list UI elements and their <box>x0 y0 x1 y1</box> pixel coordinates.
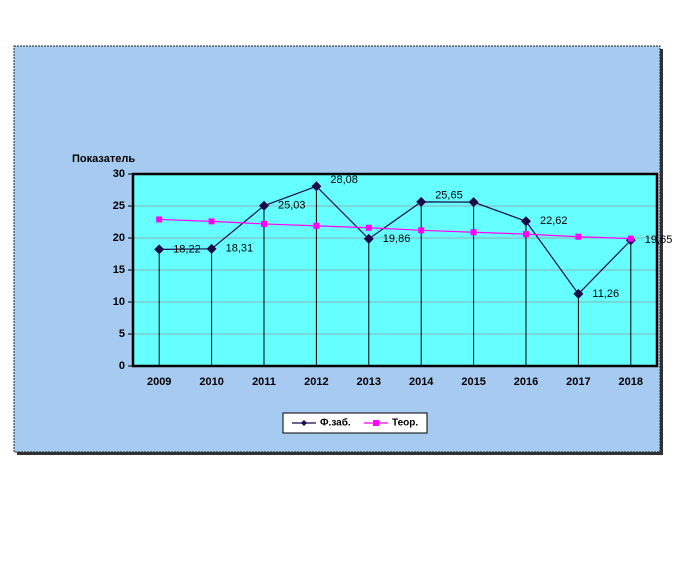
legend-marker <box>301 420 307 426</box>
data-label: 19,86 <box>383 233 411 245</box>
y-tick-label: 0 <box>119 360 125 372</box>
data-label: 18,31 <box>226 243 254 255</box>
x-tick-label: 2011 <box>252 376 276 388</box>
point <box>365 224 372 231</box>
y-tick-label: 10 <box>113 296 125 308</box>
x-tick-label: 2015 <box>461 376 485 388</box>
point <box>468 197 479 208</box>
series-line <box>159 185 632 295</box>
y-tick-label: 20 <box>113 232 125 244</box>
x-tick-label: 2014 <box>409 376 434 388</box>
data-label: 25,03 <box>278 200 306 212</box>
point <box>418 227 425 234</box>
data-label: 25,65 <box>435 190 463 202</box>
legend-marker <box>373 420 379 426</box>
point <box>313 222 320 229</box>
point <box>261 220 267 227</box>
point <box>259 200 269 211</box>
x-tick-label: 2009 <box>147 376 171 388</box>
x-tick-label: 2016 <box>514 376 538 388</box>
y-tick-label: 25 <box>113 200 125 212</box>
x-tick-label: 2017 <box>566 376 590 388</box>
x-tick-label: 2013 <box>357 376 381 388</box>
point <box>156 216 163 223</box>
legend <box>282 412 428 434</box>
data-label: 22,62 <box>540 215 568 227</box>
point <box>416 196 427 207</box>
point <box>311 181 322 192</box>
point <box>154 244 165 255</box>
data-label: 11,26 <box>592 288 619 300</box>
point <box>208 218 215 225</box>
x-tick-label: 2012 <box>304 376 328 388</box>
point <box>627 235 634 242</box>
x-tick-label: 2010 <box>199 376 223 388</box>
point <box>521 216 531 227</box>
data-label: 18,22 <box>173 243 201 255</box>
y-axis-label: Показатель <box>72 153 135 165</box>
data-label: 28,08 <box>330 174 358 186</box>
point <box>470 229 477 236</box>
point <box>206 243 217 254</box>
point <box>573 288 584 299</box>
point <box>575 233 582 240</box>
series-line <box>159 218 631 240</box>
legend-label: Теор. <box>392 418 418 429</box>
data-label: 19,65 <box>645 234 673 246</box>
x-tick-label: 2018 <box>619 376 643 388</box>
legend-label: Ф.заб. <box>320 417 351 429</box>
y-tick-label: 15 <box>113 264 125 276</box>
point <box>363 233 374 244</box>
y-tick-label: 5 <box>119 328 125 340</box>
y-tick-label: 30 <box>113 168 125 180</box>
point <box>523 231 529 238</box>
